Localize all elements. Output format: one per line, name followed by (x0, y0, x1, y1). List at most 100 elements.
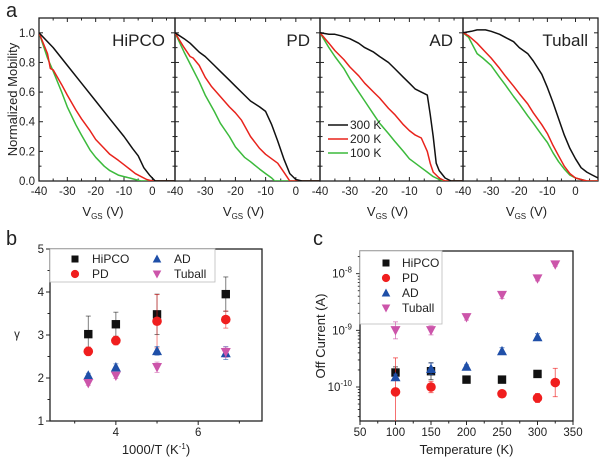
x-axis-title-main: V (223, 204, 232, 219)
panel-b-letter: b (6, 228, 17, 250)
data-point (532, 393, 543, 403)
legend-marker-tuball (381, 304, 391, 313)
x-tick-label: -20 (511, 186, 528, 198)
panel-a-y-tick-label: 0.8 (19, 57, 35, 69)
data-point (83, 346, 94, 357)
subplot-tuball: -40 -30 -20 -10 0 VGS (V) Tuball (455, 17, 599, 221)
x-axis-title-main: V (506, 204, 515, 219)
legend-label: PD (92, 267, 109, 281)
data-point (550, 260, 561, 270)
legend-label: 100 K (350, 146, 381, 160)
x-axis-title-main: V (82, 204, 91, 219)
y-axis-title: γ (14, 329, 20, 341)
data-point (152, 363, 163, 373)
x-tick-label: -40 (455, 186, 472, 198)
series-pd (83, 294, 231, 357)
y-tick-label: 4 (38, 287, 45, 299)
x-axis-title: VGS (V) (82, 204, 123, 221)
legend-marker-ad (152, 254, 162, 263)
data-point (497, 290, 507, 301)
x-axis-title-main: V (367, 204, 376, 219)
x-axis-title: 1000/T (K-1) (122, 442, 190, 457)
y-tick-label: 10-9 (332, 322, 352, 337)
data-point (111, 320, 121, 329)
legend-label: Tuball (174, 267, 206, 281)
legend-marker-pd (381, 273, 391, 283)
x-tick-label: 0 (293, 186, 299, 198)
y-tick-label: 10-8 (332, 266, 352, 281)
x-tick-label: 200 (457, 427, 476, 439)
series-line-200k (39, 32, 175, 181)
legend-box (359, 250, 443, 325)
data-point (497, 388, 507, 399)
panel-a-y-tick-label: 0.4 (19, 117, 36, 129)
data-point (220, 314, 231, 325)
series-tuball (83, 346, 231, 389)
x-tick-label: 350 (563, 427, 582, 439)
legend-label: AD (402, 286, 419, 300)
data-point (533, 369, 542, 379)
y-tick-exponent: -8 (345, 266, 353, 275)
series-ad (390, 331, 543, 382)
data-point (426, 363, 436, 373)
x-tick-label: -20 (87, 186, 104, 198)
x-axis-title-unit: (V) (387, 204, 408, 219)
subplot-title: HiPCO (112, 31, 165, 50)
x-tick-label: 100 (386, 427, 405, 439)
x-tick-label: 0 (572, 186, 578, 198)
legend-label: HiPCO (92, 252, 129, 266)
data-point (390, 387, 401, 397)
x-tick-label: -30 (197, 186, 214, 198)
x-tick-label: -40 (167, 186, 184, 198)
subplot-pd: -40 -30 -20 -10 0 VGS (V) PD (167, 17, 321, 221)
y-tick-base: 10 (328, 382, 341, 394)
data-point (110, 362, 121, 372)
subplot-title: AD (429, 31, 453, 50)
x-tick-label: -40 (31, 186, 48, 198)
y-tick-base: 10 (332, 269, 345, 281)
series-line-200k (463, 32, 598, 181)
x-axis-title-subscript: GS (515, 212, 527, 221)
subplot-title: PD (286, 31, 310, 50)
data-point (221, 289, 230, 299)
x-tick-label: -40 (312, 186, 329, 198)
legend-label: AD (174, 252, 191, 266)
x-tick-label: 0 (436, 186, 442, 198)
x-tick-label: 150 (421, 427, 440, 439)
x-axis-title: VGS (V) (367, 204, 408, 221)
data-point (110, 371, 121, 382)
data-point (220, 348, 231, 358)
x-tick-label: 50 (354, 427, 367, 439)
data-point (152, 345, 163, 356)
x-axis-title-subscript: GS (91, 212, 103, 221)
subplot-hipco: -40 -30 -20 -10 0 VGS (V) HiPCO (31, 17, 176, 221)
series-line-300k (320, 32, 463, 181)
legend-marker-pd (70, 269, 80, 279)
panel-a-y-tick-label: 0.0 (19, 176, 35, 188)
x-axis-title-close: ) (186, 442, 190, 457)
data-point (390, 371, 401, 382)
x-tick-label: 6 (195, 427, 201, 439)
x-axis-title: VGS (V) (506, 204, 547, 221)
data-point (461, 313, 472, 323)
panel-a-y-tick-label: 0.2 (19, 146, 35, 158)
data-point (550, 377, 561, 388)
panel-a-y-tick-label: 0.6 (19, 87, 35, 99)
data-point (83, 370, 94, 380)
data-point (497, 375, 507, 384)
x-axis-title: Temperature (K) (420, 442, 514, 457)
data-point (83, 378, 94, 389)
panel-a-letter: a (6, 0, 18, 22)
x-tick-label: -20 (227, 186, 244, 198)
data-point (426, 382, 436, 392)
data-point (111, 335, 121, 346)
data-point (532, 331, 543, 342)
x-axis-title-unit: (V) (103, 204, 124, 219)
x-tick-label: -10 (116, 186, 133, 198)
x-tick-label: 300 (528, 427, 547, 439)
x-tick-label: -30 (341, 186, 358, 198)
x-tick-label: -30 (483, 186, 500, 198)
data-point (461, 361, 472, 371)
x-axis-title-subscript: GS (232, 212, 244, 221)
